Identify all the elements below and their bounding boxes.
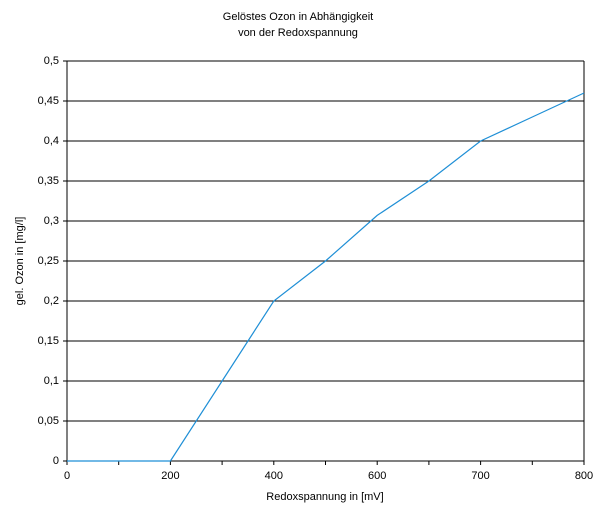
y-tick-label: 0,2 [44, 295, 59, 307]
x-tick-label: 0 [64, 470, 70, 482]
y-tick-label: 0 [53, 455, 59, 467]
line-series [67, 92, 585, 462]
x-tick-label: 600 [368, 470, 386, 482]
y-tick-label: 0,25 [38, 255, 59, 267]
x-tick-label: 800 [575, 470, 593, 482]
y-tick-label: 0,3 [44, 215, 59, 227]
x-tick-label: 400 [265, 470, 283, 482]
y-tick-label: 0,5 [44, 55, 59, 67]
y-tick-label: 0,4 [44, 135, 59, 147]
chart-title: von der Redoxspannung [238, 27, 358, 39]
y-axis-label: gel. Ozon in [mg/l] [14, 217, 26, 306]
x-axis-label: Redoxspannung in [mV] [266, 491, 383, 503]
y-tick-label: 0,15 [38, 335, 59, 347]
chart-title: Gelöstes Ozon in Abhängigkeit [223, 11, 373, 23]
y-tick-label: 0,35 [38, 175, 59, 187]
y-tick-label: 0,1 [44, 375, 59, 387]
x-tick-label: 200 [161, 470, 179, 482]
x-tick-label: 700 [471, 470, 489, 482]
y-tick-label: 0,05 [38, 415, 59, 427]
y-tick-label: 0,45 [38, 95, 59, 107]
